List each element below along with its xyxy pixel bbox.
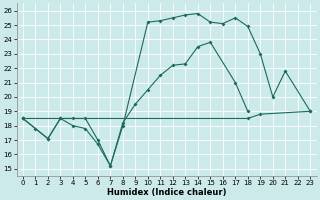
X-axis label: Humidex (Indice chaleur): Humidex (Indice chaleur) [107,188,226,197]
